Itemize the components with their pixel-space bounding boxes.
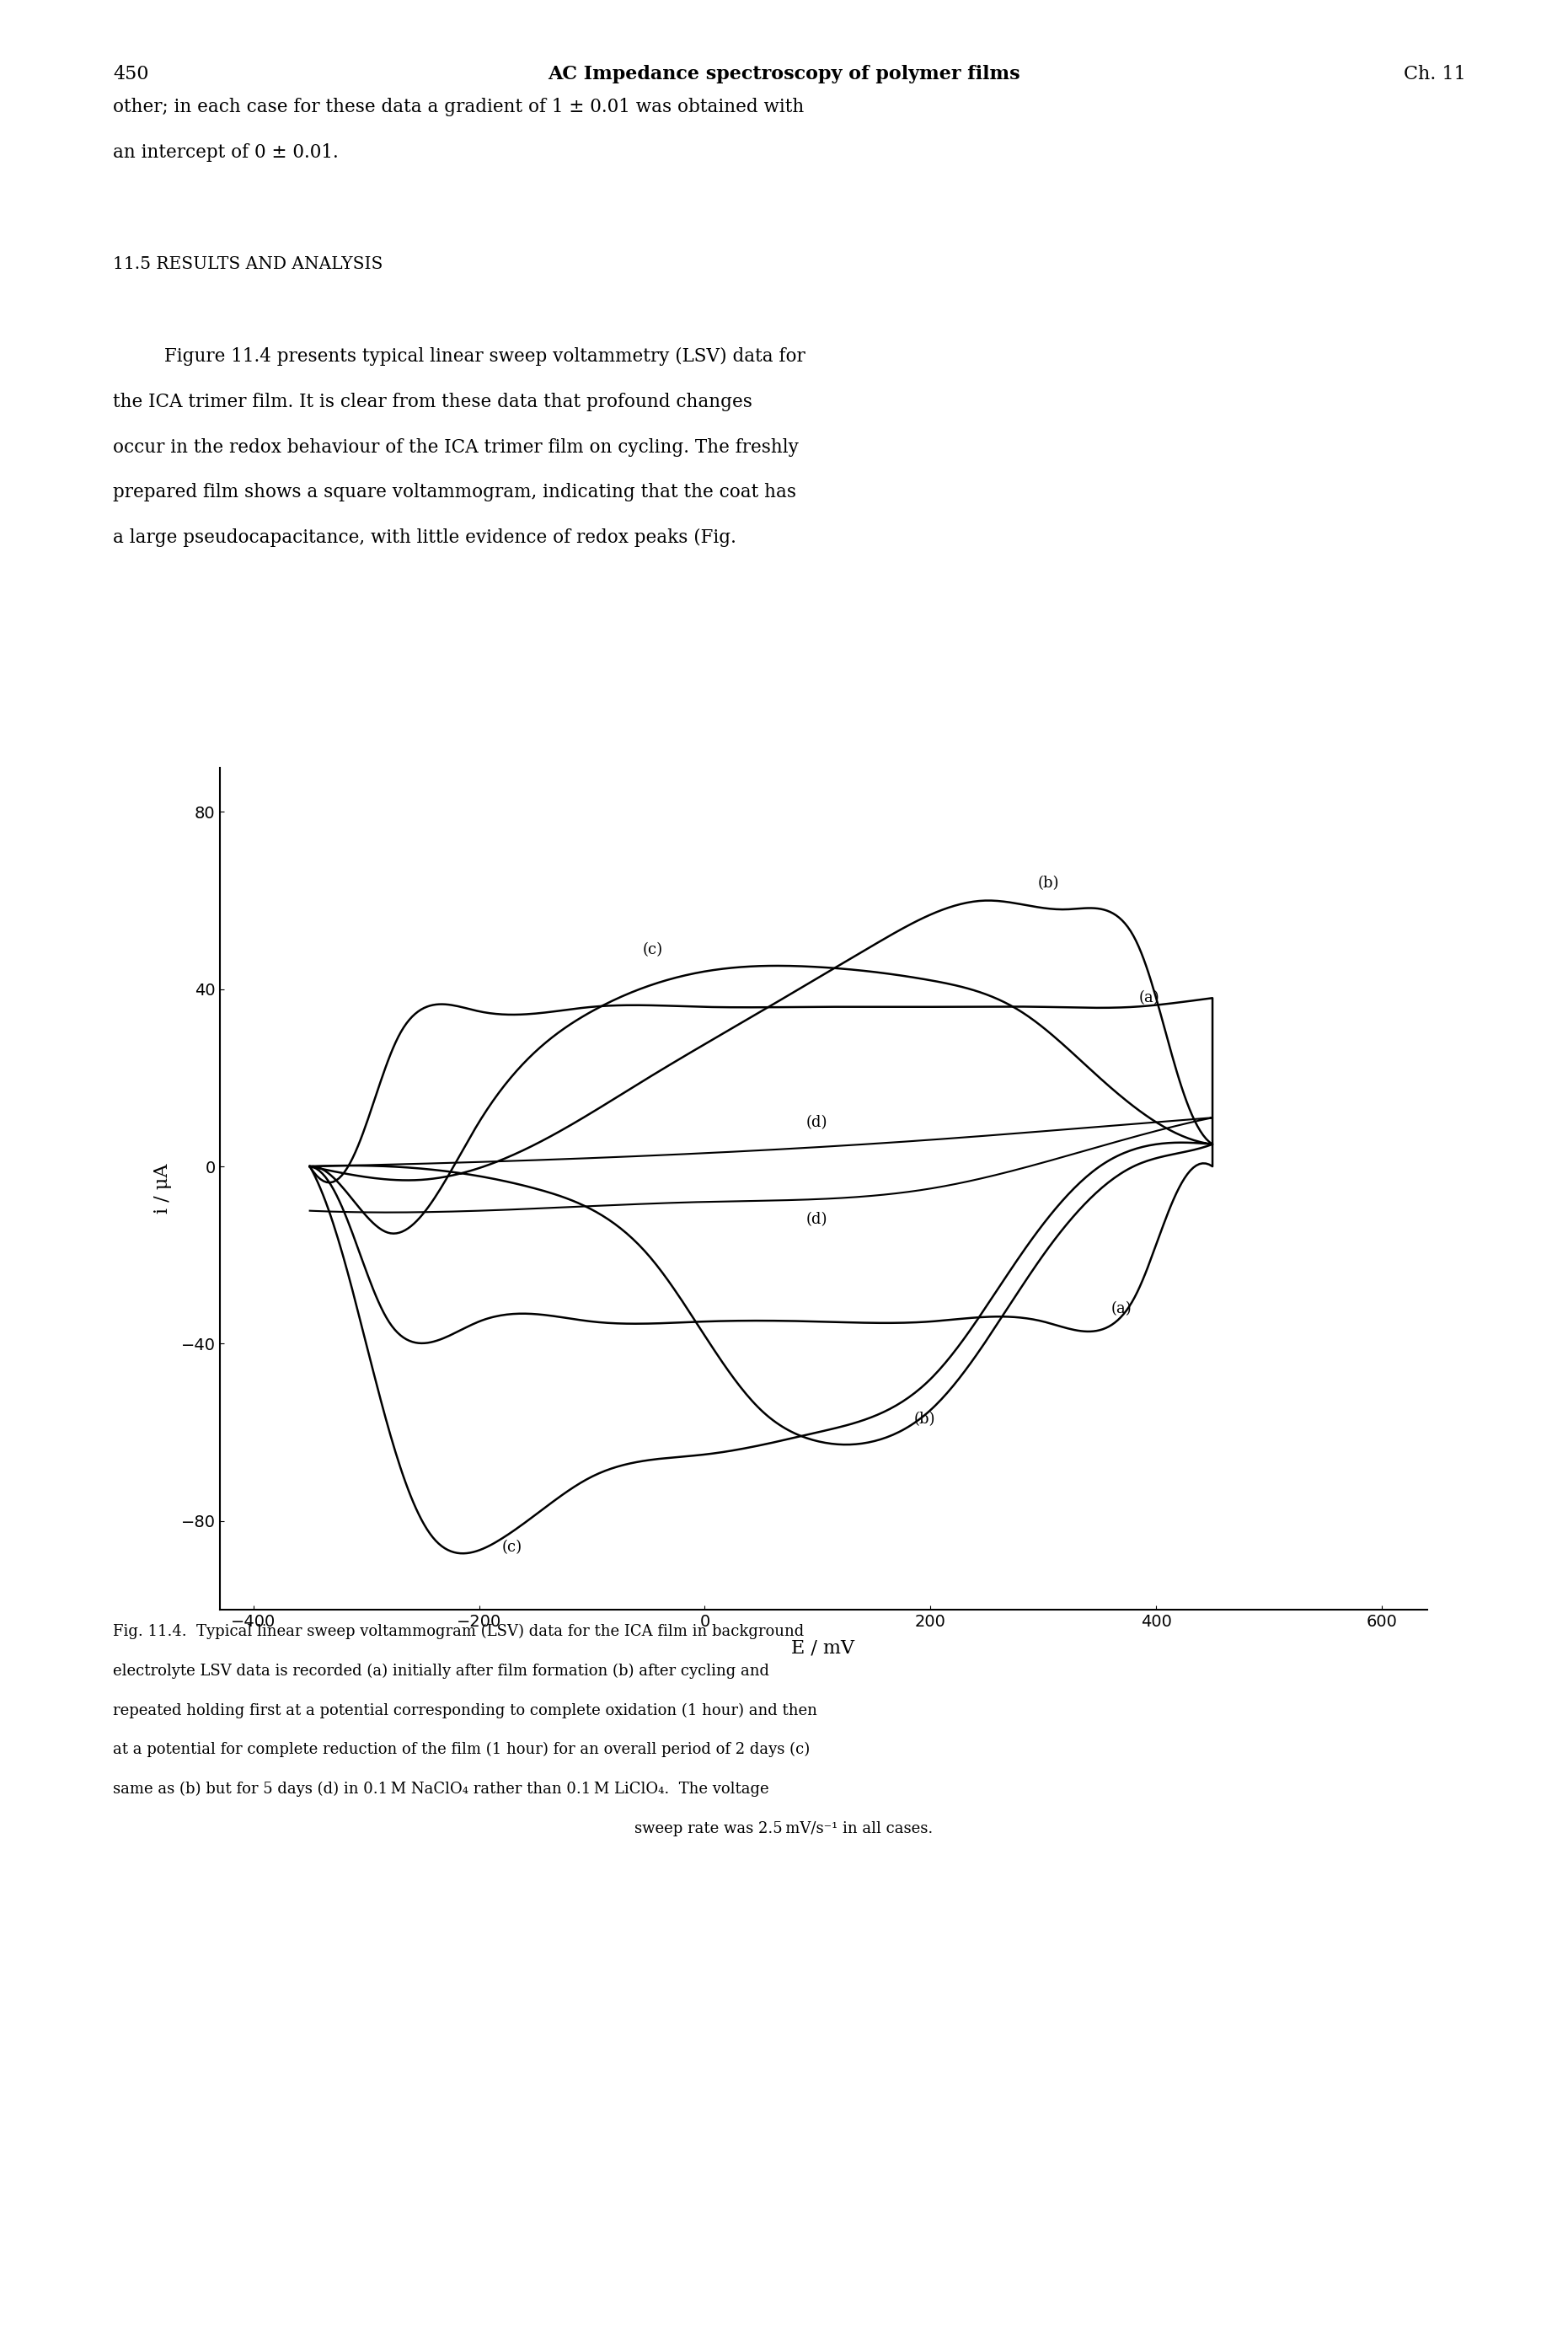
Text: Ch. 11: Ch. 11 — [1403, 65, 1466, 84]
Text: (a): (a) — [1112, 1300, 1132, 1317]
X-axis label: E / mV: E / mV — [792, 1640, 855, 1658]
Text: an intercept of 0 ± 0.01.: an intercept of 0 ± 0.01. — [113, 142, 339, 160]
Text: at a potential for complete reduction of the film (1 hour) for an overall period: at a potential for complete reduction of… — [113, 1742, 811, 1758]
Text: a large pseudocapacitance, with little evidence of redox peaks (Fig.: a large pseudocapacitance, with little e… — [113, 528, 737, 547]
Text: same as (b) but for 5 days (d) in 0.1 M NaClO₄ rather than 0.1 M LiClO₄.  The vo: same as (b) but for 5 days (d) in 0.1 M … — [113, 1782, 768, 1798]
Text: 450: 450 — [113, 65, 149, 84]
Text: Fig. 11.4.  Typical linear sweep voltammogram (LSV) data for the ICA film in bac: Fig. 11.4. Typical linear sweep voltammo… — [113, 1624, 804, 1640]
Text: AC Impedance spectroscopy of polymer films: AC Impedance spectroscopy of polymer fil… — [547, 65, 1021, 84]
Text: electrolyte LSV data is recorded (a) initially after film formation (b) after cy: electrolyte LSV data is recorded (a) ini… — [113, 1663, 770, 1679]
Text: repeated holding first at a potential corresponding to complete oxidation (1 hou: repeated holding first at a potential co… — [113, 1703, 817, 1719]
Text: (c): (c) — [643, 942, 663, 956]
Text: 11.5 RESULTS AND ANALYSIS: 11.5 RESULTS AND ANALYSIS — [113, 256, 383, 272]
Text: prepared film shows a square voltammogram, indicating that the coat has: prepared film shows a square voltammogra… — [113, 484, 797, 502]
Text: (a): (a) — [1138, 991, 1160, 1005]
Text: sweep rate was 2.5 mV/s⁻¹ in all cases.: sweep rate was 2.5 mV/s⁻¹ in all cases. — [635, 1821, 933, 1838]
Text: the ICA trimer film. It is clear from these data that profound changes: the ICA trimer film. It is clear from th… — [113, 393, 753, 412]
Text: (d): (d) — [806, 1114, 828, 1130]
Text: (d): (d) — [806, 1212, 828, 1228]
Text: (c): (c) — [502, 1540, 522, 1556]
Y-axis label: i / μA: i / μA — [154, 1163, 171, 1214]
Text: (b): (b) — [1038, 875, 1058, 891]
Text: Figure 11.4 presents typical linear sweep voltammetry (LSV) data for: Figure 11.4 presents typical linear swee… — [165, 347, 806, 365]
Text: other; in each case for these data a gradient of 1 ± 0.01 was obtained with: other; in each case for these data a gra… — [113, 98, 804, 116]
Text: (b): (b) — [914, 1412, 935, 1426]
Text: occur in the redox behaviour of the ICA trimer film on cycling. The freshly: occur in the redox behaviour of the ICA … — [113, 437, 798, 456]
